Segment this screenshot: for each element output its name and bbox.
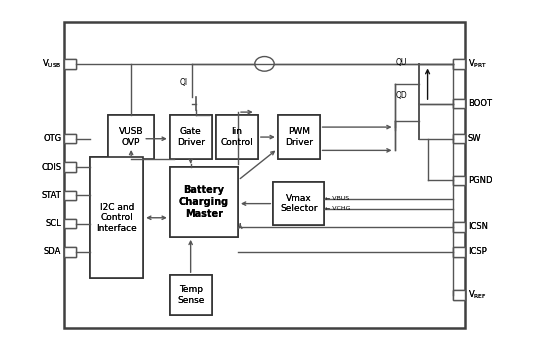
Text: VUSB
OVP: VUSB OVP	[119, 127, 143, 147]
Bar	[453, 59, 465, 69]
Bar	[64, 191, 76, 200]
Bar	[278, 115, 320, 159]
Bar	[453, 99, 465, 108]
Bar	[108, 115, 154, 159]
Text: $\mathdefault{V_{REF}}$: $\mathdefault{V_{REF}}$	[468, 289, 487, 301]
Bar	[64, 219, 76, 228]
Bar	[216, 115, 258, 159]
Text: ICSN: ICSN	[468, 222, 488, 232]
Text: $\mathdefault{V_{REF}}$: $\mathdefault{V_{REF}}$	[468, 289, 487, 301]
Bar	[170, 115, 212, 159]
Bar	[170, 275, 212, 315]
Text: Gate
Driver: Gate Driver	[177, 127, 204, 147]
Text: I2C and
Control
Interface: I2C and Control Interface	[96, 203, 137, 233]
Text: CDIS: CDIS	[41, 162, 61, 172]
Text: $\mathdefault{V_{PRT}}$: $\mathdefault{V_{PRT}}$	[468, 58, 487, 70]
Bar	[64, 59, 76, 69]
Text: SW: SW	[468, 134, 481, 143]
Text: ICSP: ICSP	[468, 247, 487, 256]
Bar	[170, 167, 238, 237]
Text: SDA: SDA	[44, 247, 61, 256]
Text: BOOT: BOOT	[468, 99, 491, 108]
Text: PWM
Driver: PWM Driver	[285, 127, 312, 147]
Bar	[90, 157, 143, 279]
Bar	[64, 247, 76, 257]
Bar	[278, 115, 320, 159]
Bar	[453, 291, 465, 300]
Text: I2C and
Control
Interface: I2C and Control Interface	[96, 203, 137, 233]
Text: Vmax
Selector: Vmax Selector	[280, 194, 317, 213]
Text: $\mathdefault{V_{USB}}$: $\mathdefault{V_{USB}}$	[42, 58, 61, 70]
Text: STAT: STAT	[41, 191, 61, 200]
Bar	[453, 99, 465, 108]
Text: SDA: SDA	[44, 247, 61, 256]
Bar	[453, 222, 465, 232]
Bar	[64, 191, 76, 200]
Text: OTG: OTG	[43, 134, 61, 143]
Bar	[453, 247, 465, 257]
Text: STAT: STAT	[41, 191, 61, 200]
Text: Gate
Driver: Gate Driver	[177, 127, 204, 147]
Text: PGND: PGND	[468, 176, 492, 185]
Bar	[64, 162, 76, 172]
Bar	[64, 162, 76, 172]
Text: PGND: PGND	[468, 176, 492, 185]
Text: SCL: SCL	[46, 219, 61, 228]
Text: PWM
Driver: PWM Driver	[285, 127, 312, 147]
Bar	[170, 167, 238, 237]
Bar	[453, 291, 465, 300]
Bar	[453, 247, 465, 257]
Text: OTG: OTG	[43, 134, 61, 143]
Bar	[453, 176, 465, 185]
Bar	[273, 182, 324, 225]
Bar	[453, 134, 465, 143]
Text: Vmax
Selector: Vmax Selector	[280, 194, 317, 213]
Text: ← VBUS: ← VBUS	[325, 196, 349, 201]
Text: ← VCHG: ← VCHG	[325, 206, 350, 211]
Bar	[64, 134, 76, 143]
Text: QU: QU	[396, 58, 407, 67]
Text: SW: SW	[468, 134, 481, 143]
Text: Battery
Charging
Master: Battery Charging Master	[179, 185, 229, 218]
Text: ICSP: ICSP	[468, 247, 487, 256]
Text: VUSB
OVP: VUSB OVP	[119, 127, 143, 147]
Text: Temp
Sense: Temp Sense	[177, 285, 204, 305]
Text: Iin
Control: Iin Control	[220, 127, 253, 147]
Bar	[64, 219, 76, 228]
Text: ICSN: ICSN	[468, 222, 488, 232]
Text: Temp
Sense: Temp Sense	[177, 285, 204, 305]
Bar	[170, 275, 212, 315]
Bar	[170, 115, 212, 159]
Bar	[64, 134, 76, 143]
Text: Iin
Control: Iin Control	[220, 127, 253, 147]
Text: $\mathdefault{V_{USB}}$: $\mathdefault{V_{USB}}$	[42, 58, 61, 70]
Text: QD: QD	[395, 91, 407, 101]
Bar	[453, 222, 465, 232]
Text: SCL: SCL	[46, 219, 61, 228]
Bar	[90, 157, 143, 279]
Bar	[453, 134, 465, 143]
Text: Battery
Charging
Master: Battery Charging Master	[179, 185, 229, 218]
Bar	[216, 115, 258, 159]
Text: $\mathdefault{V_{PRT}}$: $\mathdefault{V_{PRT}}$	[468, 58, 487, 70]
Bar	[453, 59, 465, 69]
Text: QI: QI	[179, 78, 187, 87]
Bar	[108, 115, 154, 159]
Text: CDIS: CDIS	[41, 162, 61, 172]
Bar	[453, 176, 465, 185]
Bar	[64, 247, 76, 257]
Text: BOOT: BOOT	[468, 99, 491, 108]
Bar	[64, 59, 76, 69]
Bar	[273, 182, 324, 225]
